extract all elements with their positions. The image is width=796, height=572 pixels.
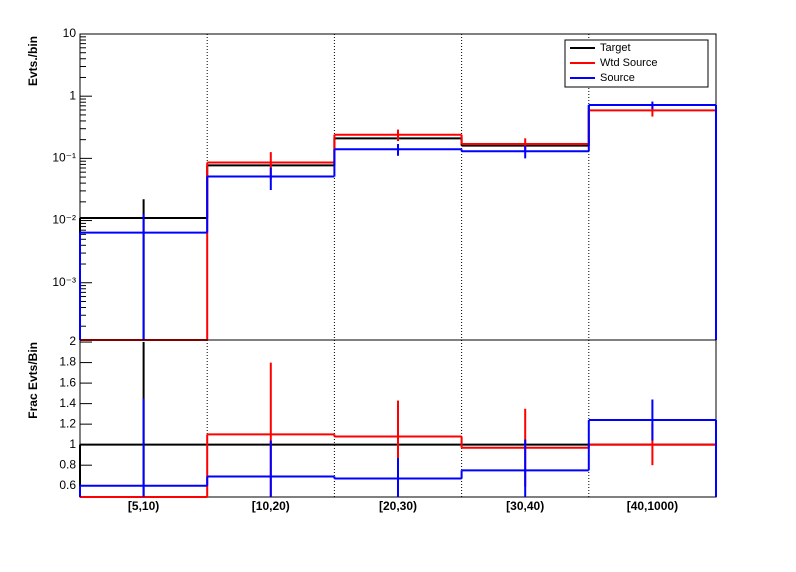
y-tick-label: 1.8 bbox=[59, 355, 76, 369]
y-tick-label: 0.6 bbox=[59, 478, 76, 492]
y-tick-label: 1.4 bbox=[59, 396, 76, 410]
x-tick-label: [40,1000) bbox=[627, 499, 678, 513]
x-tick-label: [30,40) bbox=[506, 499, 544, 513]
y-tick-label: 1 bbox=[69, 437, 76, 451]
legend-label: Source bbox=[600, 72, 635, 84]
y-tick-label: 10⁻¹ bbox=[52, 151, 76, 165]
y-tick-label: 10⁻³ bbox=[52, 275, 76, 289]
legend-label: Wtd Source bbox=[600, 57, 657, 69]
y-tick-label: 2 bbox=[69, 334, 76, 348]
y-axis-label: Evts./bin bbox=[26, 36, 40, 86]
legend-label: Target bbox=[600, 42, 631, 54]
y-tick-label: 10⁻² bbox=[52, 213, 76, 227]
y-tick-label: 1 bbox=[69, 88, 76, 102]
y-axis-label: Frac Evts/Bin bbox=[26, 342, 40, 419]
x-tick-label: [5,10) bbox=[128, 499, 159, 513]
x-tick-label: [20,30) bbox=[379, 499, 417, 513]
y-tick-label: 1.6 bbox=[59, 375, 76, 389]
x-tick-label: [10,20) bbox=[252, 499, 290, 513]
y-tick-label: 10 bbox=[63, 26, 77, 40]
y-tick-label: 0.8 bbox=[59, 457, 76, 471]
y-tick-label: 1.2 bbox=[59, 416, 76, 430]
